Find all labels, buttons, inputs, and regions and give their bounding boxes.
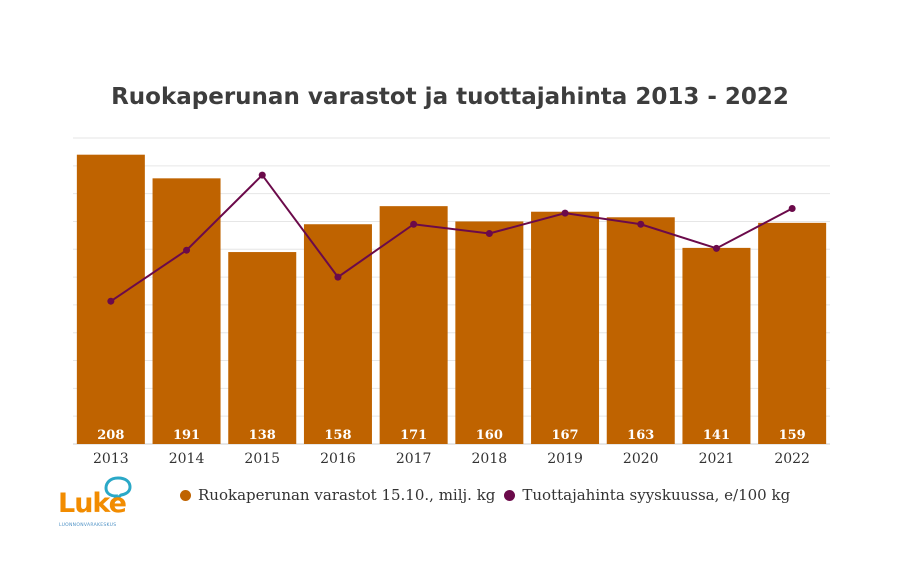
price-point [258,171,266,179]
bar-value-label: 158 [324,428,351,443]
luke-logo: Luke LUONNONVARAKESKUS [58,476,138,536]
line-series [107,171,796,305]
bar-value-label: 191 [173,428,200,443]
price-point [334,273,342,281]
price-point [485,230,493,238]
x-tick-label: 2014 [169,451,205,467]
bar [228,252,297,444]
logo-subtext: LUONNONVARAKESKUS [59,523,117,528]
x-axis-ticks: 2013 2014 2015 2016 2017 2018 2019 2020 2021 2022 [93,451,810,467]
price-point [561,209,569,217]
x-tick-label: 2016 [320,451,356,467]
x-tick-label: 2022 [774,451,810,467]
price-point [410,220,418,228]
price-point [788,204,796,212]
x-tick-label: 2017 [396,451,432,467]
price-line [110,173,793,303]
x-tick-label: 2013 [93,451,129,467]
legend-marker-stock [180,489,191,501]
legend-label-price: Tuottajahinta syyskuussa, e/100 kg [522,486,791,504]
logo-wordmark: Luke [58,488,127,519]
bar-value-label: 160 [476,428,503,443]
bar-value-label: 208 [97,428,124,443]
price-point [107,297,115,305]
bar-value-label: 167 [551,428,578,443]
legend-item-stock[interactable]: Ruokaperunan varastot 15.10., milj. kg [180,486,495,504]
x-tick-label: 2018 [472,451,508,467]
x-tick-label: 2021 [699,451,735,467]
bar [379,206,448,444]
bar [531,211,600,444]
bar-value-label: 171 [400,428,427,443]
bar [606,217,675,444]
x-tick-label: 2019 [547,451,583,467]
x-tick-label: 2020 [623,451,659,467]
bar-series: 208 191 138 158 171 160 167 163 141 159 [76,154,827,444]
bar [758,222,827,444]
bar-value-label: 159 [779,428,806,443]
legend-marker-price [504,489,516,501]
bar-value-label: 141 [703,428,730,443]
speech-bubble-icon [104,476,132,502]
bar-value-label: 163 [627,428,654,443]
bar [455,221,524,444]
price-point [637,220,645,228]
bar [303,224,372,444]
bar [682,247,751,444]
bar-value-label: 138 [249,428,276,443]
price-point [183,246,191,254]
price-point [712,244,720,252]
legend-label-stock: Ruokaperunan varastot 15.10., milj. kg [198,486,496,504]
legend: Ruokaperunan varastot 15.10., milj. kg T… [180,486,799,504]
legend-item-price[interactable]: Tuottajahinta syyskuussa, e/100 kg [504,486,790,504]
bar [152,178,221,444]
chart-title: Ruokaperunan varastot ja tuottajahinta 2… [111,84,789,110]
x-tick-label: 2015 [244,451,280,467]
